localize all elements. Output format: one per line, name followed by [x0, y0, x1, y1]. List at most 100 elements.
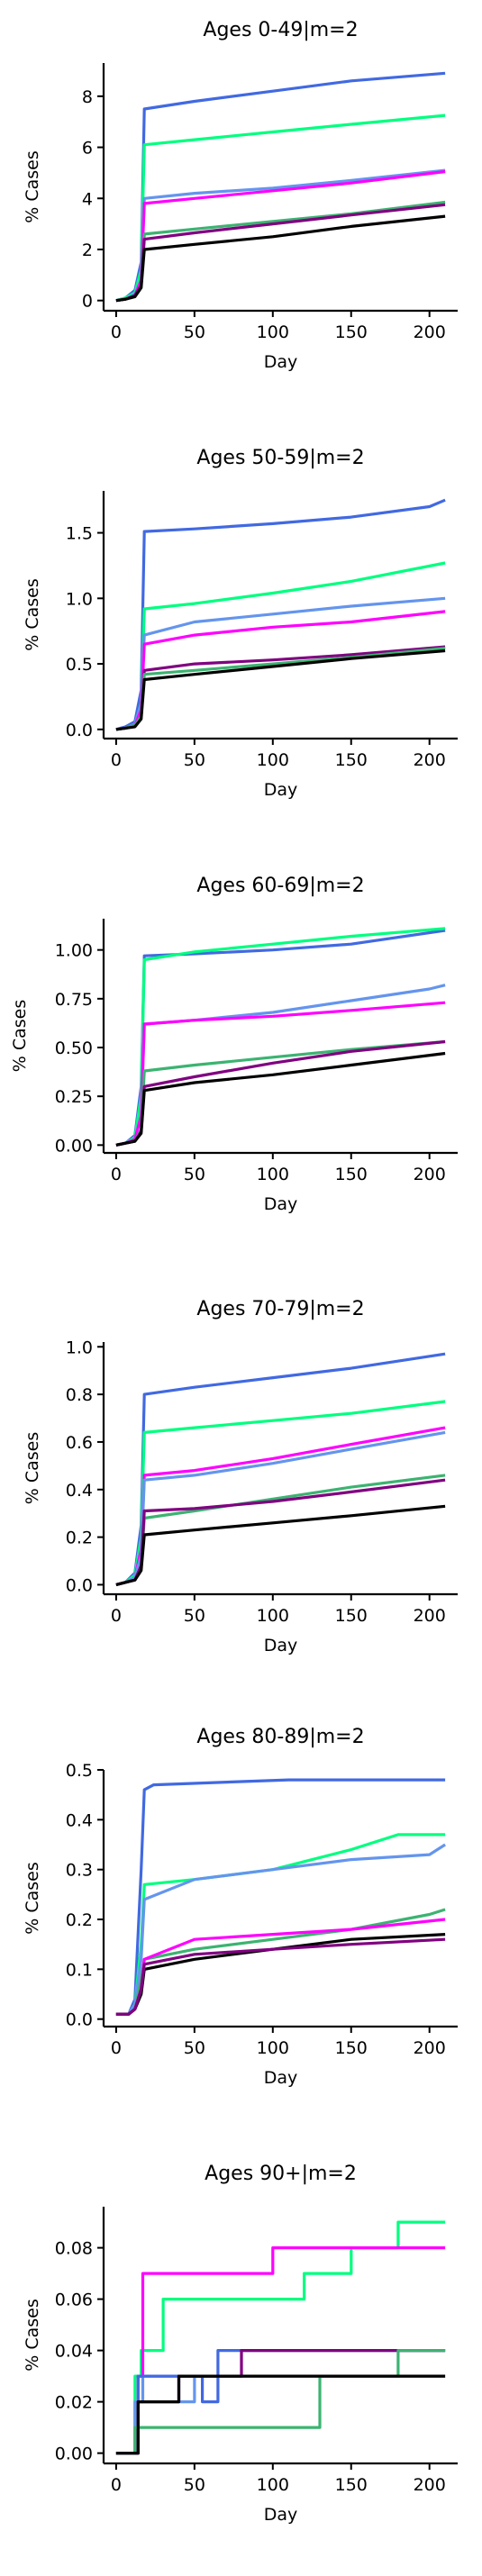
series-line-5-0 — [115, 2220, 446, 2455]
x-axis-label: Day — [264, 352, 298, 372]
y-tick-label: 1.0 — [66, 589, 93, 609]
x-tick-label: 150 — [335, 750, 368, 770]
series-line-2-2 — [115, 984, 446, 1147]
series-line-4-6 — [115, 1937, 446, 2016]
y-tick-label: 0.6 — [66, 1433, 93, 1453]
x-tick-label: 100 — [257, 1165, 289, 1184]
chart-title: Ages 80-89|m=2 — [196, 1726, 364, 1748]
x-axis-label: Day — [264, 780, 298, 800]
x-tick-label: 0 — [111, 750, 122, 770]
y-tick-label: 0.06 — [55, 2290, 93, 2310]
y-tick-label: 0.04 — [55, 2342, 93, 2362]
series-line-1-1 — [115, 561, 446, 731]
x-tick-label: 0 — [111, 2038, 122, 2058]
x-tick-label: 100 — [257, 2038, 289, 2058]
x-tick-label: 50 — [184, 1165, 205, 1184]
x-tick-label: 0 — [111, 1165, 122, 1184]
chart-panel-4: 0 50 100 150 200 0.0 0.1 0.2 0.3 0.4 0.5 Ages 80-89… — [23, 1726, 458, 2088]
chart-title: Ages 50-59|m=2 — [196, 447, 364, 469]
y-tick-label: 8 — [82, 87, 93, 107]
x-tick-label: 50 — [184, 750, 205, 770]
y-tick-label: 0.3 — [66, 1861, 93, 1881]
series-line-1-4 — [115, 645, 446, 731]
x-tick-label: 50 — [184, 322, 205, 342]
x-tick-label: 0 — [111, 2475, 122, 2495]
x-tick-label: 200 — [414, 1606, 446, 1626]
series-line-2-4 — [115, 1039, 446, 1147]
series-line-4-5 — [115, 1933, 446, 2016]
y-axis-label: % Cases — [23, 1432, 42, 1505]
series-line-0-4 — [115, 200, 446, 303]
series-line-5-2 — [115, 2374, 446, 2455]
y-tick-label: 0.0 — [66, 1575, 93, 1595]
series-line-3-2 — [115, 1426, 446, 1586]
series-line-3-0 — [115, 1352, 446, 1586]
x-tick-label: 50 — [184, 1606, 205, 1626]
y-tick-label: 0.4 — [66, 1481, 93, 1501]
y-tick-label: 0.00 — [55, 2444, 93, 2464]
y-tick-label: 1.00 — [55, 941, 93, 961]
x-tick-label: 200 — [414, 2475, 446, 2495]
x-axis-label: Day — [264, 1636, 298, 1655]
y-tick-label: 0.08 — [55, 2239, 93, 2259]
y-tick-label: 0.1 — [66, 1960, 93, 1980]
y-tick-label: 2 — [82, 240, 93, 260]
y-axis-label: % Cases — [10, 1000, 30, 1073]
x-tick-label: 50 — [184, 2475, 205, 2495]
x-axis-label: Day — [264, 1194, 298, 1214]
chart-title: Ages 0-49|m=2 — [203, 19, 358, 41]
series-line-5-5 — [115, 2349, 446, 2455]
series-line-5-6 — [115, 2374, 446, 2455]
series-line-4-2 — [115, 1843, 446, 2016]
y-tick-label: 0.50 — [55, 1039, 93, 1058]
x-tick-label: 100 — [257, 322, 289, 342]
chart-panel-5: 0 50 100 150 200 0.00 0.02 0.04 0.06 0.08 Ages 90+… — [23, 2163, 458, 2525]
x-tick-label: 150 — [335, 1606, 368, 1626]
y-tick-label: 6 — [82, 139, 93, 159]
y-tick-label: 1.0 — [66, 1338, 93, 1357]
y-tick-label: 0.4 — [66, 1810, 93, 1830]
chart-panel-0: 0 50 100 150 200 0 2 4 6 8 Ages 0-49|m=2 Day % Cases — [23, 19, 458, 372]
series-line-0-6 — [115, 214, 446, 303]
y-tick-label: 0.2 — [66, 1910, 93, 1930]
y-axis-label: % Cases — [23, 1862, 42, 1935]
y-tick-label: 4 — [82, 189, 93, 209]
y-axis-label: % Cases — [23, 150, 42, 223]
chart-title: Ages 60-69|m=2 — [196, 875, 364, 897]
x-axis-label: Day — [264, 2505, 298, 2525]
x-axis-label: Day — [264, 2068, 298, 2088]
x-tick-label: 200 — [414, 1165, 446, 1184]
series-line-0-5 — [115, 203, 446, 303]
x-tick-label: 150 — [335, 322, 368, 342]
x-tick-label: 150 — [335, 2475, 368, 2495]
chart-panel-3: 0 50 100 150 200 0.0 0.2 0.4 0.6 0.8 1.0 Ages 70-79… — [23, 1298, 458, 1655]
series-line-1-0 — [115, 498, 446, 731]
y-tick-label: 0.75 — [55, 990, 93, 1010]
x-tick-label: 100 — [257, 2475, 289, 2495]
y-axis-label: % Cases — [23, 578, 42, 651]
x-tick-label: 150 — [335, 2038, 368, 2058]
series-line-1-6 — [115, 649, 446, 731]
series-line-2-6 — [115, 1051, 446, 1147]
x-tick-label: 100 — [257, 1606, 289, 1626]
y-tick-label: 0.02 — [55, 2393, 93, 2413]
series-line-3-1 — [115, 1400, 446, 1586]
y-tick-label: 0.00 — [55, 1136, 93, 1156]
x-tick-label: 200 — [414, 322, 446, 342]
series-line-4-4 — [115, 1918, 446, 2016]
x-tick-label: 0 — [111, 322, 122, 342]
series-line-3-6 — [115, 1504, 446, 1586]
y-tick-label: 0.2 — [66, 1528, 93, 1548]
x-tick-label: 0 — [111, 1606, 122, 1626]
y-tick-label: 0.25 — [55, 1087, 93, 1107]
x-tick-label: 200 — [414, 750, 446, 770]
x-tick-label: 200 — [414, 2038, 446, 2058]
x-tick-label: 100 — [257, 750, 289, 770]
series-line-2-0 — [115, 929, 446, 1147]
y-tick-label: 0.0 — [66, 721, 93, 740]
x-tick-label: 50 — [184, 2038, 205, 2058]
series-line-3-4 — [115, 1474, 446, 1586]
series-line-2-1 — [115, 927, 446, 1147]
y-tick-label: 1.5 — [66, 524, 93, 544]
series-line-4-0 — [115, 1778, 446, 2016]
